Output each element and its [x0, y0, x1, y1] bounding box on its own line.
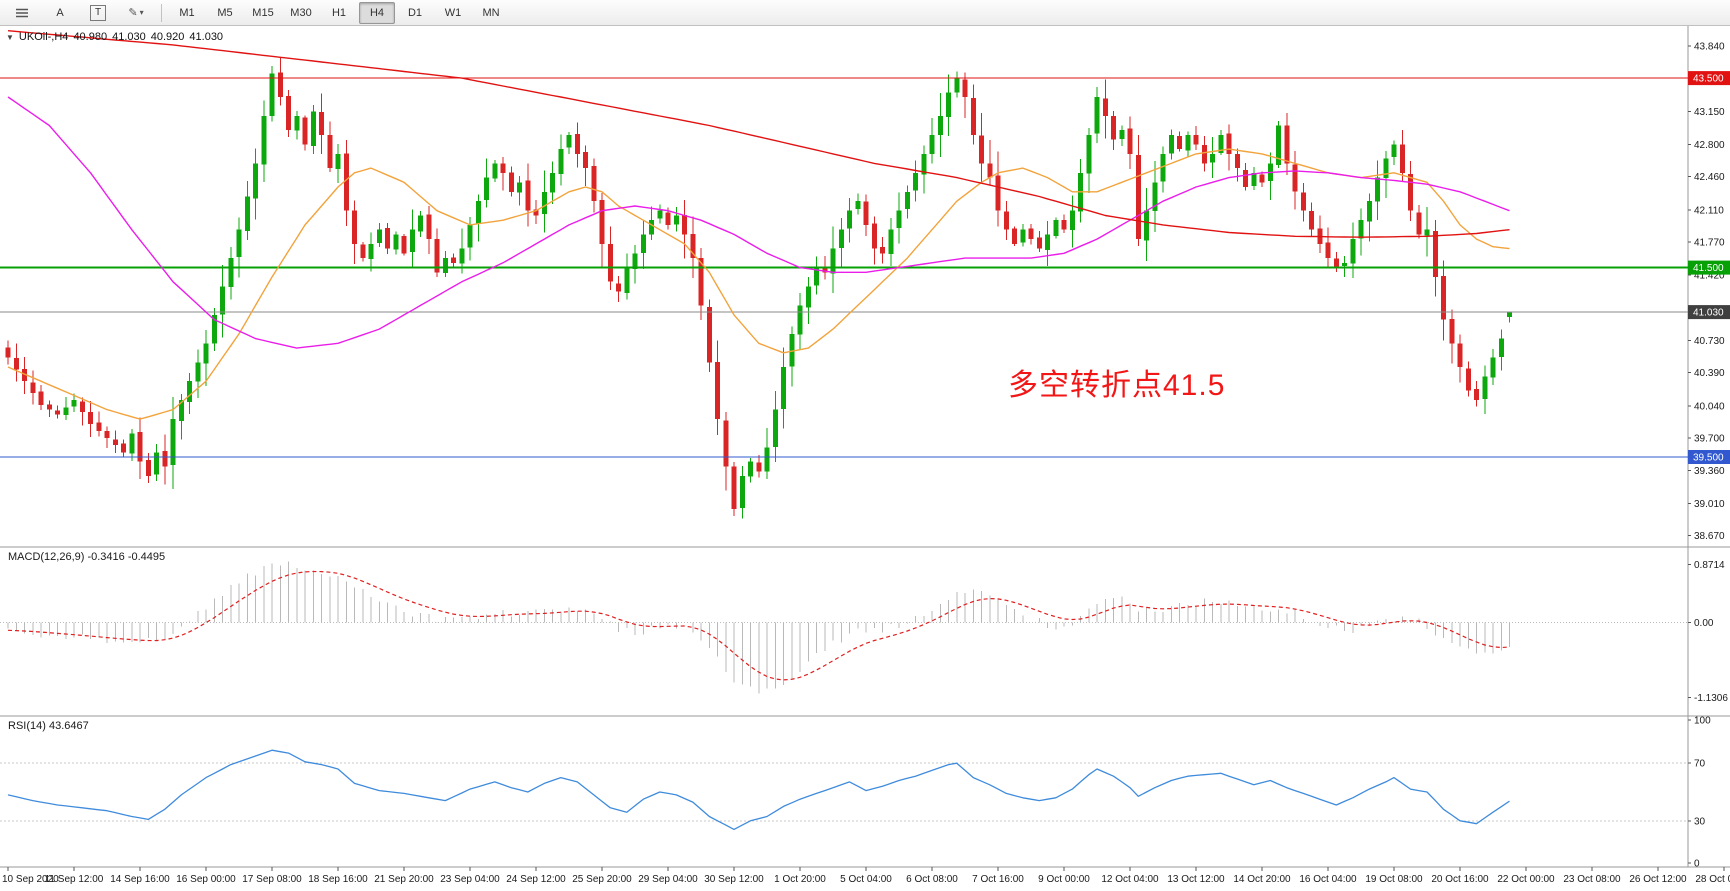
svg-text:30: 30	[1694, 816, 1706, 827]
svg-text:17 Sep 08:00: 17 Sep 08:00	[242, 874, 302, 885]
svg-text:24 Sep 12:00: 24 Sep 12:00	[506, 874, 566, 885]
tf-button-h4[interactable]: H4	[359, 1, 395, 24]
tf-button-mn[interactable]: MN	[482, 6, 500, 19]
draw-tool-button[interactable]: ✎ ▾	[118, 2, 154, 24]
tf-button-h1[interactable]: H1	[331, 6, 347, 19]
symbol-period: UKOil-,H4	[18, 31, 69, 43]
tf-button-m1[interactable]: M1	[179, 6, 195, 19]
svg-text:39.360: 39.360	[1694, 466, 1725, 477]
candles	[5, 57, 1512, 519]
svg-text:18 Sep 16:00: 18 Sep 16:00	[308, 874, 368, 885]
svg-text:41.770: 41.770	[1694, 238, 1725, 249]
svg-text:42.460: 42.460	[1694, 172, 1725, 183]
price-axis: 43.840 43.150 42.800 42.460 42.110 41.770 41.4…	[1688, 41, 1730, 542]
svg-text:43.150: 43.150	[1694, 107, 1725, 118]
svg-text:16 Oct 04:00: 16 Oct 04:00	[1299, 874, 1357, 885]
chevron-down-icon: ▾	[139, 8, 144, 17]
tf-button-m15[interactable]: M15	[252, 6, 274, 19]
svg-text:30 Sep 12:00: 30 Sep 12:00	[704, 874, 764, 885]
svg-text:22 Oct 00:00: 22 Oct 00:00	[1497, 874, 1555, 885]
svg-text:43.840: 43.840	[1694, 41, 1725, 52]
svg-text:25 Sep 20:00: 25 Sep 20:00	[572, 874, 632, 885]
cursor-tool-button[interactable]: A	[56, 6, 64, 19]
svg-text:5 Oct 04:00: 5 Oct 04:00	[840, 874, 892, 885]
svg-text:39.500: 39.500	[1693, 453, 1724, 464]
trade-annotation[interactable]: 多空转折点41.5	[1008, 369, 1226, 402]
svg-text:23 Sep 04:00: 23 Sep 04:00	[440, 874, 500, 885]
svg-text:9 Oct 00:00: 9 Oct 00:00	[1038, 874, 1090, 885]
svg-text:42.110: 42.110	[1694, 205, 1724, 216]
ma-mid-magenta	[7, 96, 1510, 349]
svg-text:12 Oct 04:00: 12 Oct 04:00	[1101, 874, 1159, 885]
close-value: 41.030	[189, 31, 224, 43]
triangle-marker-icon: ▼	[6, 32, 14, 42]
svg-text:13 Oct 12:00: 13 Oct 12:00	[1167, 874, 1225, 885]
svg-text:70: 70	[1694, 759, 1706, 770]
toolbar-separator	[161, 3, 162, 22]
pencil-icon: ✎	[128, 7, 138, 19]
low-value: 40.920	[150, 31, 185, 43]
svg-text:23 Oct 08:00: 23 Oct 08:00	[1563, 874, 1621, 885]
text-tool-button[interactable]: T	[80, 2, 116, 24]
tf-button-d1[interactable]: D1	[407, 6, 423, 19]
price-badge	[1688, 260, 1730, 275]
svg-text:41.030: 41.030	[1693, 308, 1724, 319]
tf-button-m5[interactable]: M5	[217, 6, 233, 19]
svg-text:20 Oct 16:00: 20 Oct 16:00	[1431, 874, 1489, 885]
toolbar: A T ✎ ▾ M1 M5 M15 M30 H1 H4 D1 W1 MN	[0, 0, 1730, 26]
svg-text:7 Oct 16:00: 7 Oct 16:00	[972, 874, 1024, 885]
price-badge	[1688, 305, 1730, 320]
rsi-axis: 100 70 30 0	[1688, 716, 1711, 870]
svg-text:0.00: 0.00	[1694, 618, 1714, 629]
svg-text:40.730: 40.730	[1694, 336, 1725, 347]
svg-text:10 Sep 2020: 10 Sep 2020	[2, 874, 59, 885]
svg-text:40.040: 40.040	[1694, 401, 1725, 412]
svg-text:28 Oct 00:00: 28 Oct 00:00	[1695, 874, 1730, 885]
svg-text:11 Sep 12:00: 11 Sep 12:00	[45, 874, 104, 885]
svg-text:21 Sep 20:00: 21 Sep 20:00	[374, 874, 434, 885]
svg-text:29 Sep 04:00: 29 Sep 04:00	[638, 874, 698, 885]
menu-lines-icon	[16, 8, 28, 17]
rsi-line	[7, 749, 1510, 831]
rsi-indicator-label: RSI(14) 43.6467	[8, 720, 89, 732]
svg-text:41.500: 41.500	[1693, 263, 1724, 274]
svg-text:6 Oct 08:00: 6 Oct 08:00	[906, 874, 958, 885]
macd-axis: 0.8714 0.00 -1.1306	[1688, 560, 1728, 704]
svg-text:14 Sep 16:00: 14 Sep 16:00	[110, 874, 170, 885]
ma-slow-red	[7, 30, 1510, 238]
text-tool-icon: T	[90, 4, 106, 21]
menu-icon[interactable]	[4, 2, 40, 24]
svg-text:19 Oct 08:00: 19 Oct 08:00	[1365, 874, 1423, 885]
svg-text:41.420: 41.420	[1694, 271, 1725, 282]
macd-signal-line	[7, 570, 1510, 681]
svg-text:0: 0	[1694, 859, 1700, 870]
open-value: 40.980	[73, 31, 108, 43]
chart-ohlc-title: ▼ UKOil-,H4 40.980 41.030 40.920 41.030	[6, 31, 223, 43]
tf-button-w1[interactable]: W1	[444, 6, 462, 19]
svg-text:100: 100	[1694, 716, 1711, 727]
svg-text:39.010: 39.010	[1694, 499, 1725, 510]
svg-text:16 Sep 00:00: 16 Sep 00:00	[176, 874, 236, 885]
high-value: 41.030	[112, 31, 146, 43]
svg-text:1 Oct 20:00: 1 Oct 20:00	[774, 874, 826, 885]
price-badge	[1688, 450, 1730, 464]
svg-text:-1.1306: -1.1306	[1694, 693, 1728, 704]
timeframe-group: M1 M5 M15 M30 H1 H4 D1 W1 MN	[169, 1, 509, 24]
macd-indicator-label: MACD(12,26,9) -0.3416 -0.4495	[8, 551, 166, 563]
svg-text:42.800: 42.800	[1694, 140, 1725, 151]
svg-text:38.670: 38.670	[1694, 531, 1725, 542]
svg-text:39.700: 39.700	[1694, 434, 1725, 445]
macd-histogram	[7, 561, 1510, 694]
svg-text:0.8714: 0.8714	[1694, 560, 1725, 571]
svg-text:26 Oct 12:00: 26 Oct 12:00	[1629, 874, 1687, 885]
ma-fast-orange	[7, 148, 1510, 420]
svg-text:40.390: 40.390	[1694, 368, 1725, 379]
tf-button-m30[interactable]: M30	[290, 6, 312, 19]
svg-text:14 Oct 20:00: 14 Oct 20:00	[1233, 874, 1291, 885]
price-badge	[1688, 71, 1730, 86]
svg-text:43.500: 43.500	[1693, 74, 1724, 85]
